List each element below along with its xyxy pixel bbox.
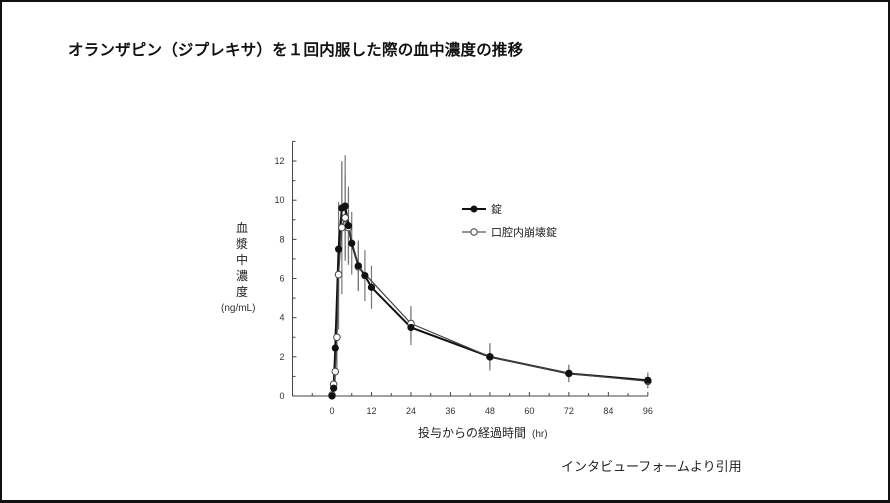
y-tick-label: 4 xyxy=(280,313,285,323)
legend: 錠 口腔内崩壊錠 xyxy=(462,202,557,239)
y-axis-unit: (ng/mL) xyxy=(221,303,255,314)
data-point xyxy=(334,245,343,253)
x-tick-label: 60 xyxy=(524,406,534,416)
y-axis-title-char: 漿 xyxy=(236,236,248,251)
filled-circle-icon xyxy=(470,205,478,213)
data-point xyxy=(331,344,339,352)
x-tick-label: 12 xyxy=(366,406,376,416)
y-tick-label: 8 xyxy=(280,234,285,244)
x-tick-label: 72 xyxy=(564,406,574,416)
y-tick-label: 0 xyxy=(280,391,285,401)
data-point xyxy=(565,369,573,378)
y-tick-label: 12 xyxy=(275,156,285,166)
x-tick-label: 48 xyxy=(485,406,495,416)
x-tick-label: 36 xyxy=(445,406,455,416)
data-point xyxy=(348,239,356,247)
data-point xyxy=(354,262,362,270)
y-tick-label: 6 xyxy=(280,274,285,284)
data-point xyxy=(333,333,341,342)
x-tick-label: 0 xyxy=(329,406,334,416)
series-markers xyxy=(328,202,652,400)
y-tick-label: 2 xyxy=(280,352,285,362)
data-point xyxy=(341,202,349,210)
y-axis-title-char: 度 xyxy=(236,284,248,299)
data-point xyxy=(644,376,652,384)
x-tick-label: 84 xyxy=(603,406,613,416)
legend-item-tablet: 錠 xyxy=(462,202,502,216)
data-point xyxy=(330,384,338,392)
x-axis-unit: (hr) xyxy=(532,429,548,440)
data-point xyxy=(331,367,340,376)
open-circle-icon xyxy=(470,228,478,236)
data-point xyxy=(486,353,494,361)
y-axis-title-char: 血 xyxy=(236,221,248,235)
data-point xyxy=(338,223,346,232)
legend-item-odt: 口腔内崩壊錠 xyxy=(462,225,557,239)
x-tick-label: 96 xyxy=(643,406,653,416)
data-point xyxy=(328,392,336,400)
y-tick-label: 10 xyxy=(275,195,285,205)
data-point xyxy=(334,270,343,279)
x-axis-title: 投与からの経過時間 xyxy=(418,425,526,440)
y-axis-title-char: 中 xyxy=(236,252,248,267)
y-axis-title-char: 濃 xyxy=(236,269,248,283)
legend-label: 口腔内崩壊錠 xyxy=(491,225,557,239)
data-point xyxy=(407,323,415,332)
x-tick-label: 24 xyxy=(406,406,416,416)
data-point xyxy=(367,283,376,291)
legend-label: 錠 xyxy=(491,202,502,216)
x-axis-label: 投与からの経過時間 (hr) xyxy=(418,425,548,440)
data-point xyxy=(344,222,353,230)
data-point xyxy=(341,214,349,222)
slide-title: オランザピン（ジプレキサ）を１回内服した際の血中濃度の推移 xyxy=(68,41,524,59)
data-point xyxy=(361,271,369,280)
source-citation: インタビューフォームより引用 xyxy=(561,460,742,475)
